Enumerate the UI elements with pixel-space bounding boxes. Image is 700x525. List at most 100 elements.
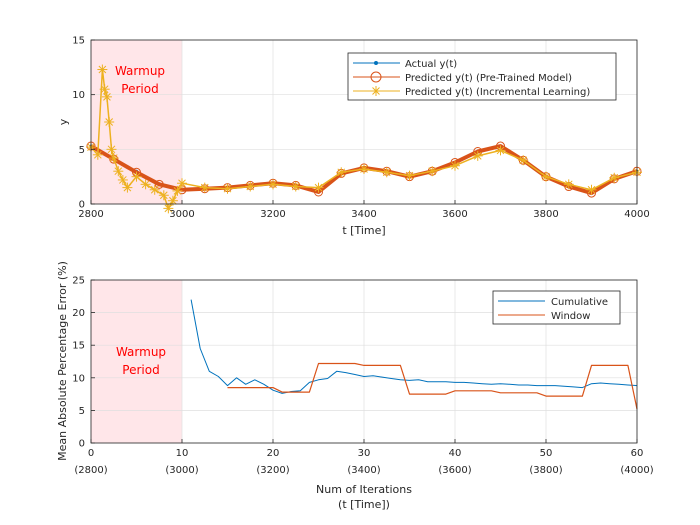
star-stroke	[405, 171, 414, 180]
top-series-group	[86, 64, 642, 214]
legend-window-label: Window	[551, 311, 590, 322]
star-stroke	[564, 180, 573, 189]
star-stroke	[246, 182, 255, 191]
x-tick-label-time: (3600)	[438, 465, 471, 476]
series-3-point	[158, 190, 169, 201]
x-tick-label: 3200	[260, 209, 285, 220]
y-tick-label: 0	[79, 439, 85, 450]
series-3-point	[199, 182, 210, 193]
bottom-chart: 0 (2800) 10 (3000) 20 (3200) 30 (3400) 40 (3600) 5…	[56, 261, 654, 511]
series-3-point	[92, 149, 103, 160]
star-stroke	[114, 167, 123, 176]
series-line-2	[227, 362, 638, 410]
star-stroke	[223, 184, 232, 193]
series-2-point	[154, 179, 164, 189]
star-stroke	[150, 185, 159, 194]
star-stroke	[103, 92, 111, 101]
star-stroke	[141, 180, 150, 189]
x-tick-label: 10	[176, 448, 189, 459]
star-stroke	[200, 183, 209, 192]
star-stroke	[519, 156, 528, 165]
bottom-warmup-label-line1: Warmup	[116, 345, 166, 359]
bottom-y-ticks: 0 5 10 15 20 25	[72, 276, 95, 450]
y-tick-label: 15	[72, 341, 85, 352]
series-3-point	[117, 174, 128, 185]
star-stroke	[118, 176, 127, 184]
star-stroke	[109, 154, 118, 162]
star-stroke	[610, 173, 619, 182]
x-tick-label: 60	[631, 448, 644, 459]
x-tick-label-time: (4000)	[620, 465, 653, 476]
star-stroke	[173, 187, 182, 195]
star-stroke	[100, 85, 109, 94]
star-stroke	[105, 118, 114, 126]
series-3-point	[172, 185, 183, 196]
series-3-point	[404, 170, 415, 181]
series-3-point	[245, 181, 256, 192]
star-stroke	[169, 196, 177, 205]
star-stroke	[542, 172, 550, 181]
series-3-point	[336, 167, 347, 178]
top-x-ticks: 2800 3000 3200 3400 3600 3800 4000	[78, 200, 650, 220]
bottom-warmup-region	[91, 280, 182, 443]
series-3-point	[268, 179, 278, 190]
series-3-point	[131, 171, 142, 182]
bottom-x-axis-label: Num of Iterations	[316, 483, 412, 496]
legend-pretrained-marker	[370, 71, 382, 83]
y-tick-label: 10	[72, 373, 85, 384]
bottom-y-axis-label: Mean Absolute Percentage Error (%)	[56, 261, 69, 461]
x-tick-label-time: (3400)	[347, 465, 380, 476]
series-3-point	[106, 144, 117, 155]
x-tick-label: 20	[267, 448, 280, 459]
series-3-point	[290, 181, 301, 192]
top-warmup-label-line2: Period	[121, 82, 158, 96]
star-stroke	[337, 168, 346, 177]
star-stroke	[269, 180, 277, 189]
star-stroke	[428, 167, 437, 176]
y-tick-label: 0	[79, 200, 85, 211]
series-3-point	[104, 117, 115, 127]
x-tick-label: 3600	[442, 209, 467, 220]
star-stroke	[496, 146, 505, 155]
x-tick-label-time: (2800)	[74, 465, 107, 476]
series-3-point	[472, 150, 483, 161]
legend-actual-label: Actual y(t)	[405, 59, 457, 70]
star-stroke	[132, 172, 141, 181]
star-stroke	[473, 152, 482, 160]
x-tick-label: 4000	[624, 209, 649, 220]
star-stroke	[360, 165, 368, 173]
bottom-x-ticks: 0 (2800) 10 (3000) 20 (3200) 30 (3400) 40 (3600) 5…	[74, 439, 654, 476]
y-tick-label: 15	[72, 36, 85, 47]
top-warmup-label-line1: Warmup	[115, 64, 165, 78]
series-3-point	[140, 179, 151, 190]
legend-cumulative-label: Cumulative	[551, 297, 608, 308]
y-tick-label: 5	[79, 145, 85, 156]
star-stroke	[107, 145, 116, 154]
legend-incremental-marker	[371, 86, 381, 96]
bottom-x-axis-label-sub: (t [Time])	[338, 498, 390, 511]
bottom-legend-box	[492, 290, 621, 325]
series-3-point	[313, 182, 324, 193]
x-tick-label: 2800	[78, 209, 103, 220]
x-tick-label: 3400	[351, 209, 376, 220]
x-tick-label-time: (3200)	[256, 465, 289, 476]
star-stroke	[382, 168, 391, 177]
x-tick-label: 50	[540, 448, 553, 459]
star-stroke	[159, 191, 168, 200]
y-tick-label: 5	[79, 406, 85, 417]
legend-actual-marker	[374, 61, 378, 65]
x-tick-label-time: (3800)	[529, 465, 562, 476]
x-tick-label: 40	[449, 448, 462, 459]
series-3-point	[149, 184, 160, 195]
series-3-point	[518, 155, 529, 166]
bottom-series-group	[190, 299, 638, 410]
top-x-axis-label: t [Time]	[342, 224, 385, 237]
y-tick-label: 20	[72, 308, 85, 319]
y-tick-label: 25	[72, 276, 85, 287]
legend-incremental-label: Predicted y(t) (Incremental Learning)	[405, 87, 590, 98]
series-3-point	[495, 145, 506, 156]
top-legend: Actual y(t) Predicted y(t) (Pre-Trained …	[347, 52, 617, 101]
legend-pretrained-label: Predicted y(t) (Pre-Trained Model)	[405, 73, 572, 84]
series-3-point	[122, 182, 133, 193]
